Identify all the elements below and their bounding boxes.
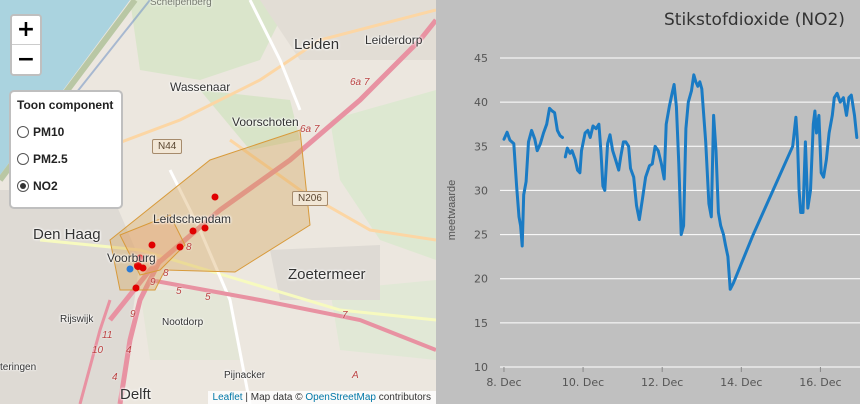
- road: [99, 8, 436, 152]
- road-shield: N206: [292, 191, 328, 206]
- road-number: A: [352, 370, 359, 381]
- y-tick-label: 45: [474, 52, 488, 65]
- road-number: 4: [112, 372, 118, 383]
- x-tick-label: 16. Dec: [799, 376, 841, 389]
- place-label: Leiden: [294, 36, 340, 53]
- radio-button[interactable]: [17, 125, 29, 138]
- station-marker[interactable]: [201, 224, 209, 232]
- road-number: 9: [130, 309, 136, 320]
- zoom-in-button[interactable]: +: [12, 16, 40, 45]
- y-axis-label: meetwaarde: [446, 179, 458, 241]
- place-label: Leiderdorp: [365, 33, 423, 47]
- chart-title: Stikstofdioxide (NO2): [664, 10, 845, 30]
- road-number: 9: [150, 277, 156, 288]
- map-attribution: Leaflet | Map data © OpenStreetMap contr…: [207, 391, 436, 404]
- station-marker[interactable]: [136, 254, 144, 262]
- green-area: [130, 0, 290, 80]
- station-marker[interactable]: [189, 227, 197, 235]
- road-number: 7: [342, 310, 348, 321]
- radio-button[interactable]: [17, 152, 29, 165]
- radio-button-selected[interactable]: [17, 179, 29, 192]
- place-label: Zoetermeer: [288, 266, 366, 283]
- place-label: Voorburg: [107, 251, 156, 265]
- place-label: teringen: [0, 362, 37, 373]
- component-selector: Toon component PM10 PM2.5 NO2: [9, 90, 123, 209]
- place-label: Den Haag: [33, 226, 101, 243]
- road-number: 10: [92, 345, 104, 356]
- urban-area: [260, 0, 436, 60]
- place-label: Rijswijk: [60, 314, 94, 325]
- place-label: Voorschoten: [232, 115, 299, 129]
- radio-label: PM10: [33, 124, 65, 139]
- y-tick-label: 40: [474, 96, 488, 109]
- green-area: [140, 290, 240, 360]
- zoom-out-button[interactable]: −: [12, 45, 40, 74]
- no2-chart: 10 15 20 25 30 35 40 45 8. Dec 10. Dec 12. Dec 14.…: [436, 0, 860, 404]
- station-marker[interactable]: [176, 243, 184, 251]
- road-number: 11: [102, 330, 113, 341]
- place-label: Delft: [120, 386, 151, 403]
- green-area: [330, 90, 436, 260]
- green-area: [200, 90, 300, 150]
- y-tick-label: 20: [474, 273, 488, 286]
- station-marker[interactable]: [132, 284, 140, 292]
- road-number: 8: [163, 268, 169, 279]
- road: [168, 169, 252, 404]
- road-number: 6a 7: [300, 124, 320, 135]
- chart-canvas: 10 15 20 25 30 35 40 45 8. Dec 10. Dec 12. Dec 14.…: [474, 52, 860, 389]
- x-tick-label: 12. Dec: [641, 376, 683, 389]
- place-label: Pijnacker: [224, 370, 266, 381]
- series-line[interactable]: [502, 106, 564, 248]
- radio-label: PM2.5: [33, 151, 68, 166]
- radio-pm10[interactable]: PM10: [17, 118, 115, 145]
- road-number: 6a 7: [350, 77, 370, 88]
- road: [248, 0, 302, 111]
- station-marker[interactable]: [211, 193, 219, 201]
- zoom-control: + −: [10, 14, 42, 76]
- radio-pm25[interactable]: PM2.5: [17, 145, 115, 172]
- urban-area: [0, 190, 140, 404]
- station-marker-selected[interactable]: [126, 265, 134, 273]
- x-tick-label: 10. Dec: [562, 376, 604, 389]
- road: [229, 138, 436, 242]
- x-tick-label: 14. Dec: [720, 376, 762, 389]
- attribution-text: contributors: [375, 392, 431, 403]
- osm-link[interactable]: OpenStreetMap: [305, 392, 376, 403]
- station-marker[interactable]: [139, 264, 147, 272]
- component-selector-title: Toon component: [17, 98, 114, 112]
- map-view[interactable]: Leiden Leiderdorp Wassenaar Voorschoten …: [0, 0, 436, 404]
- urban-area: [270, 245, 380, 300]
- motorway-a12: [149, 278, 436, 352]
- road-number: 5: [176, 286, 182, 297]
- radio-label: NO2: [33, 178, 58, 193]
- attribution-text: | Map data ©: [242, 392, 306, 403]
- y-tick-label: 10: [474, 361, 488, 374]
- road-number: 4: [126, 345, 132, 356]
- road-shield: N44: [152, 139, 183, 154]
- motorway-a4: [108, 18, 436, 322]
- station-marker[interactable]: [148, 241, 156, 249]
- leaflet-link[interactable]: Leaflet: [212, 392, 243, 403]
- place-label: Nootdorp: [162, 317, 204, 328]
- place-label: Leidschendam: [153, 212, 232, 226]
- radio-no2[interactable]: NO2: [17, 172, 115, 199]
- road: [39, 238, 436, 322]
- y-tick-label: 30: [474, 184, 488, 197]
- y-tick-label: 15: [474, 317, 488, 330]
- motorway: [78, 299, 112, 404]
- series-line[interactable]: [563, 73, 859, 291]
- road-number: 5: [205, 292, 211, 303]
- place-label: Wassenaar: [170, 80, 231, 94]
- x-tick-label: 8. Dec: [486, 376, 521, 389]
- y-tick-label: 35: [474, 140, 488, 153]
- road-number: 8: [186, 242, 192, 253]
- y-tick-label: 25: [474, 229, 488, 242]
- place-label: Schelpenberg: [150, 0, 212, 8]
- map-tiles: [0, 0, 436, 404]
